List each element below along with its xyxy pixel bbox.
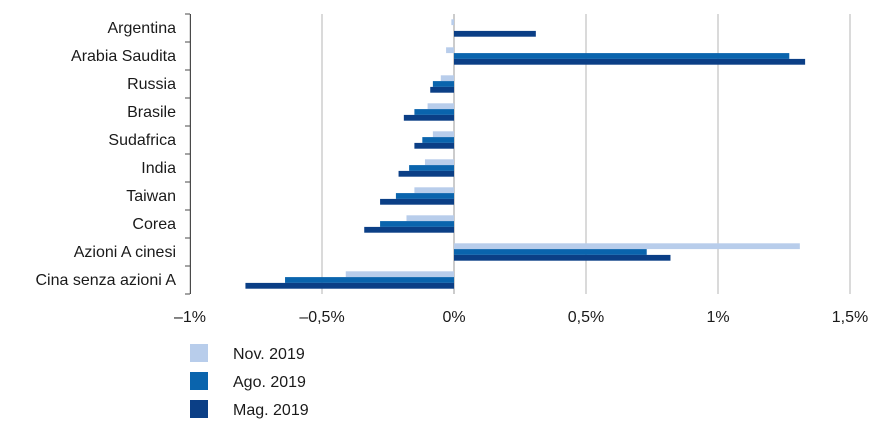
legend-swatch-2 [190,372,208,390]
bar-3-7 [380,198,454,205]
category-label-8: Corea [132,216,176,233]
x-tick-labels: –1% –0,5% 0% 0,5% 1% 1,5% [174,309,868,326]
bar-1-2 [446,47,454,54]
bar-1-5 [432,131,454,138]
x-tick-label-2: 0% [442,309,465,326]
bar-3-8 [364,226,454,233]
bar-3-10 [245,282,454,289]
legend-swatch-3 [190,400,208,418]
category-label-7: Taiwan [126,188,176,205]
bar-3-2 [454,58,806,65]
bar-2-10 [285,277,454,283]
bar-2-7 [395,193,454,199]
bar-2-3 [432,81,454,87]
bar-2-4 [414,109,454,115]
bar-2-2 [454,53,790,59]
bar-1-7 [414,187,454,194]
legend-label-1: Nov. 2019 [233,346,305,363]
bar-1-3 [440,75,454,82]
bar-3-4 [403,114,454,121]
bar-2-6 [409,165,454,171]
legend-swatch-1 [190,344,208,362]
bar-2-5 [422,137,454,143]
category-label-6: India [141,160,176,177]
bar-3-5 [414,142,454,149]
bar-2-8 [380,221,454,227]
bar-3-3 [430,86,454,93]
bar-3-6 [398,170,454,177]
legend: Nov. 2019 Ago. 2019 Mag. 2019 [190,344,309,419]
x-tick-label-3: 0,5% [568,309,604,326]
category-labels: Argentina Arabia Saudita Russia Brasile Suda… [35,20,176,289]
x-tick-label-5: 1,5% [832,309,868,326]
category-label-3: Russia [127,76,176,93]
legend-label-3: Mag. 2019 [233,402,309,419]
bar-1-4 [427,103,454,110]
bar-1-10 [345,271,454,278]
category-label-10: Cina senza azioni A [35,272,176,289]
x-tick-label-4: 1% [706,309,729,326]
bar-1-6 [424,159,454,166]
bar-1-9 [454,243,800,250]
x-tick-label-0: –1% [174,309,206,326]
bar-3-1 [454,30,536,37]
category-label-5: Sudafrica [108,132,176,149]
category-label-9: Azioni A cinesi [74,244,176,261]
bar-3-9 [454,254,671,261]
x-tick-label-1: –0,5% [299,309,344,326]
bar-2-9 [454,249,647,255]
category-label-4: Brasile [127,104,176,121]
legend-label-2: Ago. 2019 [233,374,306,391]
bar-1-1 [451,19,454,26]
category-label-2: Arabia Saudita [71,48,176,65]
bars [245,19,806,289]
axis [185,13,191,295]
bar-1-8 [406,215,454,222]
category-label-1: Argentina [108,20,177,37]
